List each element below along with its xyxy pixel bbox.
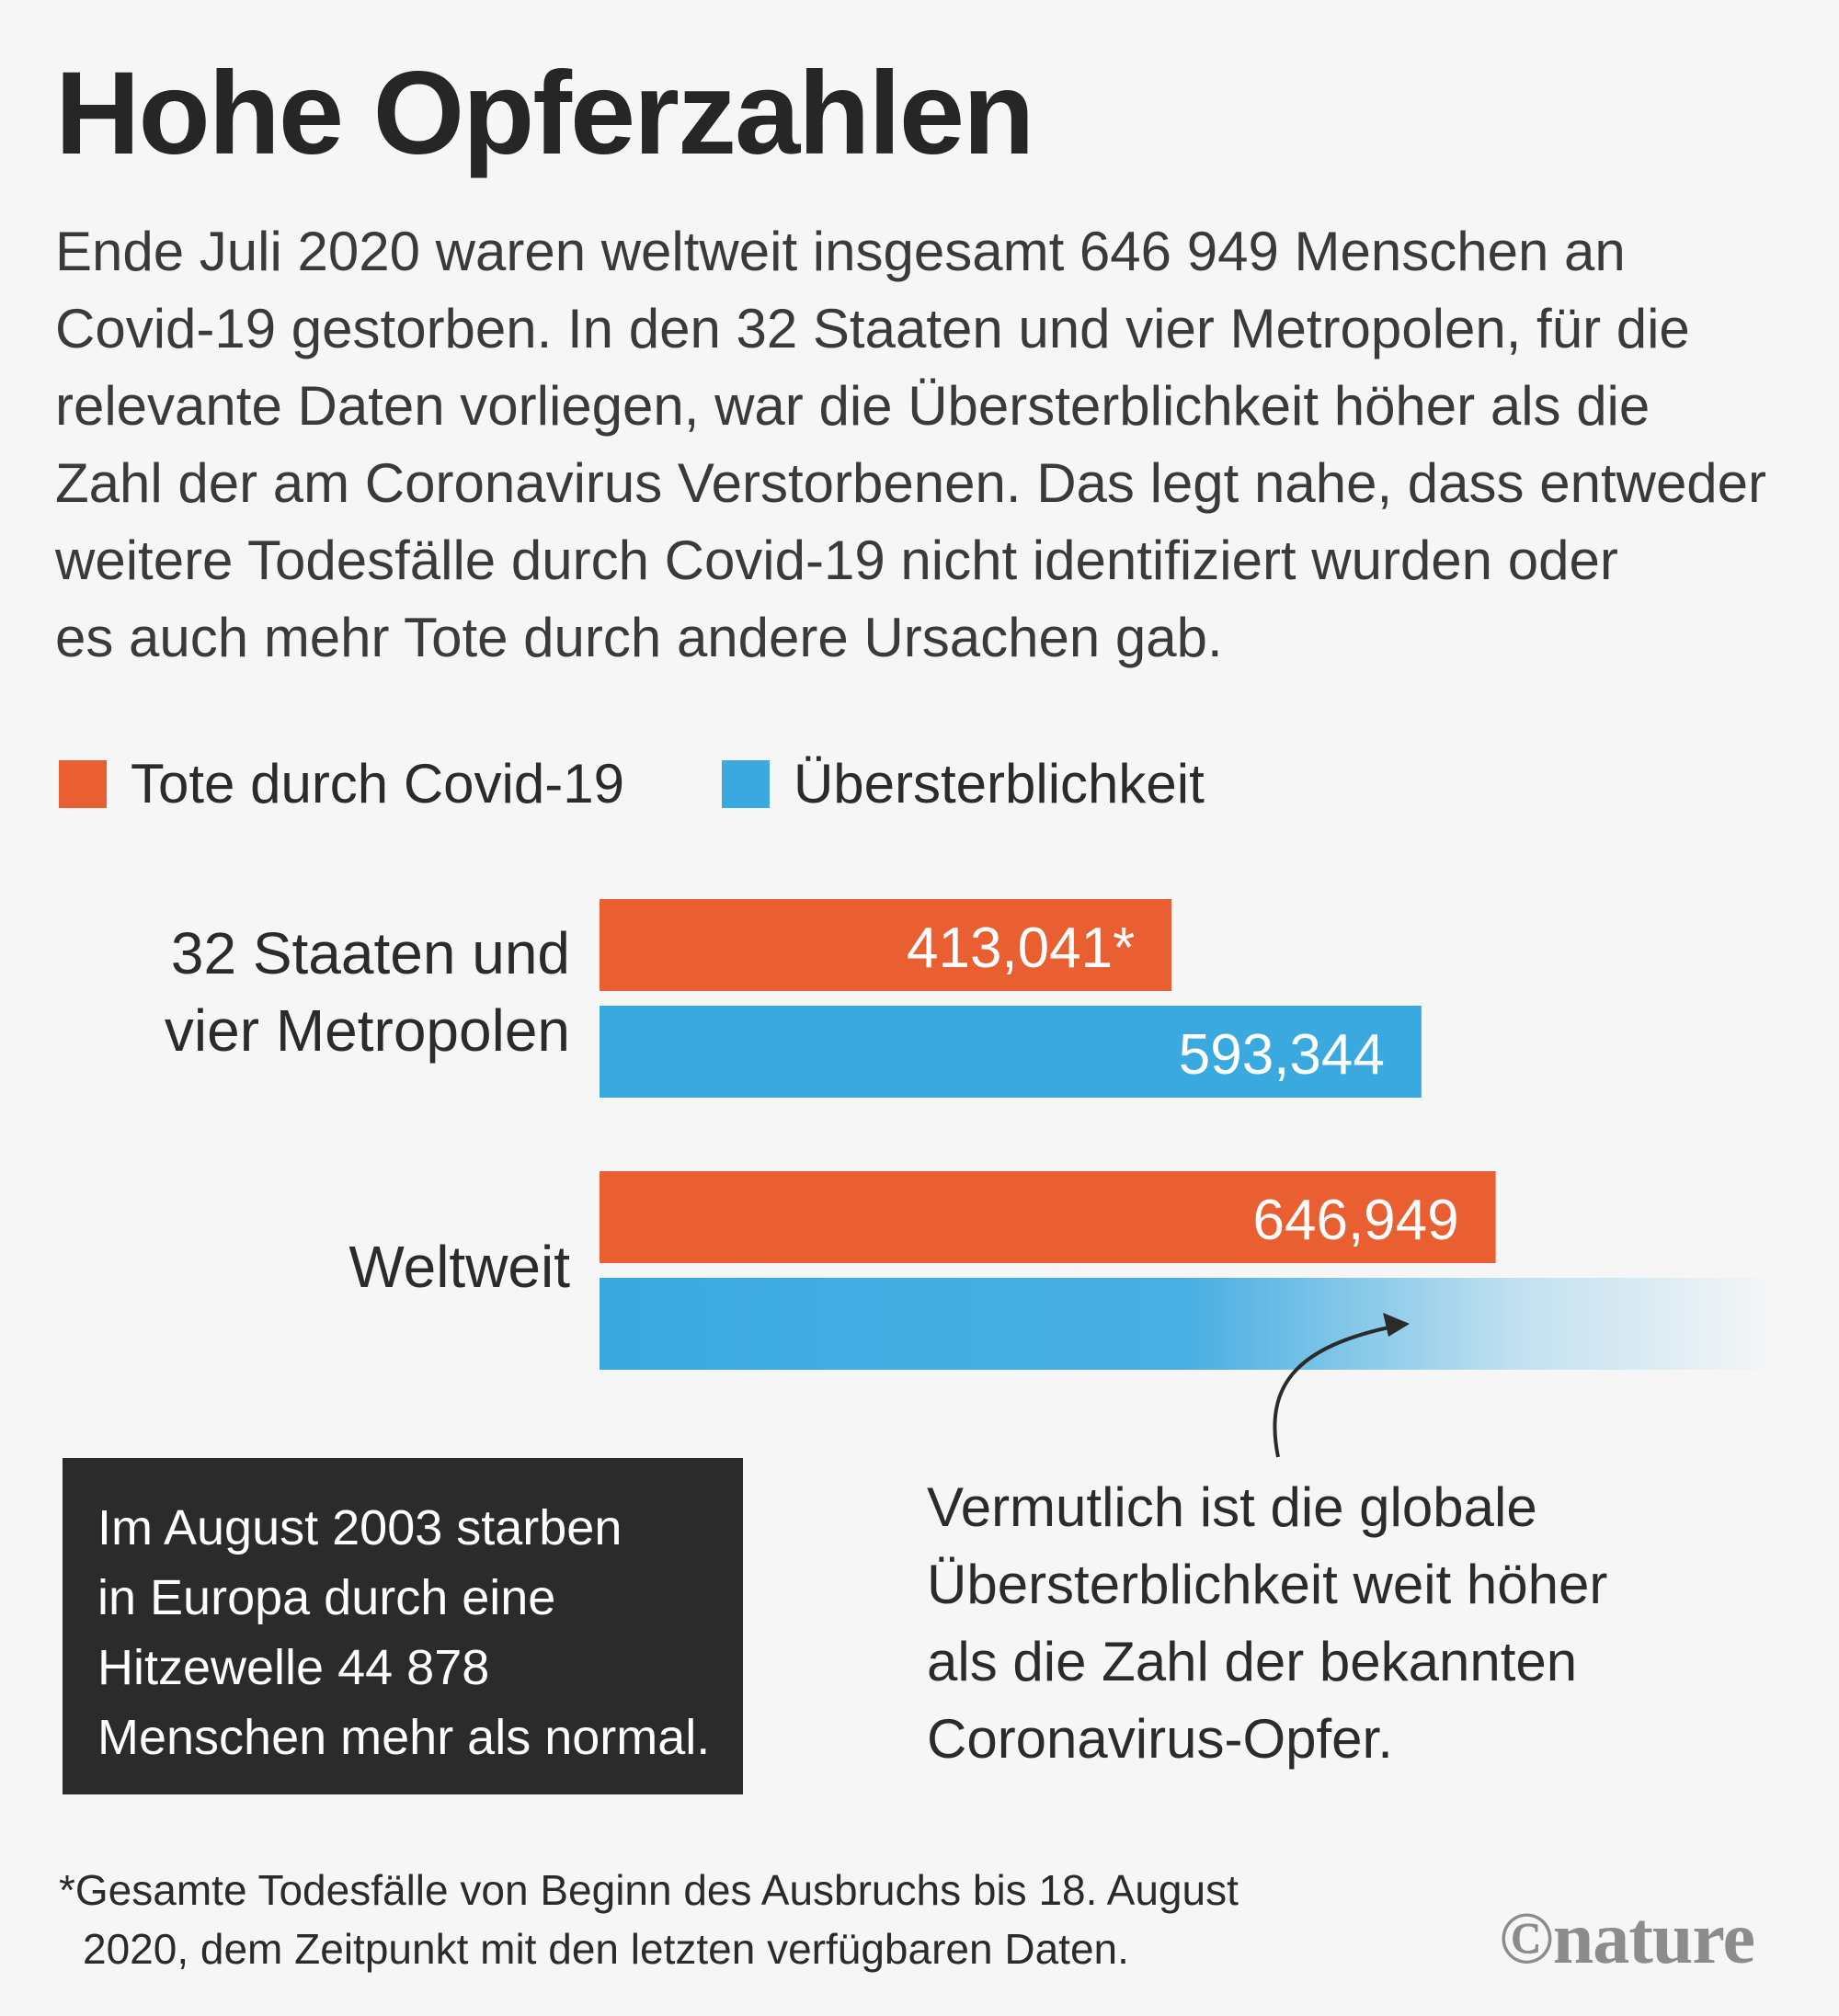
chart-legend: Tote durch Covid-19 Übersterblichkeit xyxy=(59,752,1302,815)
annotation-arrowhead xyxy=(1383,1313,1410,1337)
note-line: Menschen mehr als normal. xyxy=(97,1710,711,1765)
legend-label-excess: Übersterblichkeit xyxy=(793,753,1205,814)
category-label-line: vier Metropolen xyxy=(164,997,570,1064)
legend-label-covid: Tote durch Covid-19 xyxy=(131,753,624,814)
note-line: Im August 2003 starben xyxy=(97,1500,623,1555)
intro-line: Covid-19 gestorben. In den 32 Staaten un… xyxy=(55,298,1690,359)
category-label-weltweit: Weltweit xyxy=(55,1228,570,1305)
note-line: in Europa durch eine xyxy=(97,1570,556,1625)
annotation-line: Coronavirus-Opfer. xyxy=(927,1708,1393,1770)
bar-covid-1 xyxy=(600,1171,1496,1263)
legend-item-covid: Tote durch Covid-19 xyxy=(59,752,624,815)
bar-excess-weltweit-unknown xyxy=(600,1278,1776,1370)
bar-value-label: 593,344 xyxy=(1179,1023,1385,1087)
legend-swatch-covid xyxy=(59,759,107,808)
footnote-line: *Gesamte Todesfälle von Beginn des Ausbr… xyxy=(59,1866,1239,1914)
bar-covid-0 xyxy=(600,899,1172,991)
bar-value-label: 646,949 xyxy=(1253,1189,1459,1252)
category-label-line: 32 Staaten und xyxy=(170,920,570,986)
intro-paragraph: Ende Juli 2020 waren weltweit insgesamt … xyxy=(55,213,1802,677)
bar-value-label: 413,041* xyxy=(907,917,1135,980)
footnote: *Gesamte Todesfälle von Beginn des Ausbr… xyxy=(59,1861,1239,1978)
intro-line: Zahl der am Coronavirus Verstorbenen. Da… xyxy=(55,452,1767,514)
annotation-line: Übersterblichkeit weit höher xyxy=(927,1554,1608,1615)
intro-line: Ende Juli 2020 waren weltweit insgesamt … xyxy=(55,221,1626,282)
category-label-line: Weltweit xyxy=(348,1234,570,1300)
annotation-text: Vermutlich ist die globale Übersterblich… xyxy=(927,1469,1607,1778)
category-label-staaten: 32 Staaten und vier Metropolen xyxy=(55,915,570,1069)
footnote-line: 2020, dem Zeitpunkt mit den letzten verf… xyxy=(83,1925,1129,1973)
annotation-line: Vermutlich ist die globale xyxy=(927,1476,1537,1538)
annotation-arrow xyxy=(1273,1324,1399,1458)
intro-line: relevante Daten vorliegen, war die Übers… xyxy=(55,375,1651,437)
legend-item-excess: Übersterblichkeit xyxy=(721,752,1205,815)
legend-swatch-excess xyxy=(721,759,770,808)
intro-line: weitere Todesfälle durch Covid-19 nicht … xyxy=(55,530,1618,591)
chart-title: Hohe Opferzahlen xyxy=(55,48,1034,179)
intro-line: es auch mehr Tote durch andere Ursachen … xyxy=(55,607,1223,668)
note-line: Hitzewelle 44 878 xyxy=(97,1640,490,1695)
nature-logo: ©nature xyxy=(1499,1898,1755,1979)
note-box: Im August 2003 starben in Europa durch e… xyxy=(63,1458,743,1794)
bar-excess-0 xyxy=(600,1006,1422,1098)
annotation-line: als die Zahl der bekannten xyxy=(927,1631,1578,1692)
